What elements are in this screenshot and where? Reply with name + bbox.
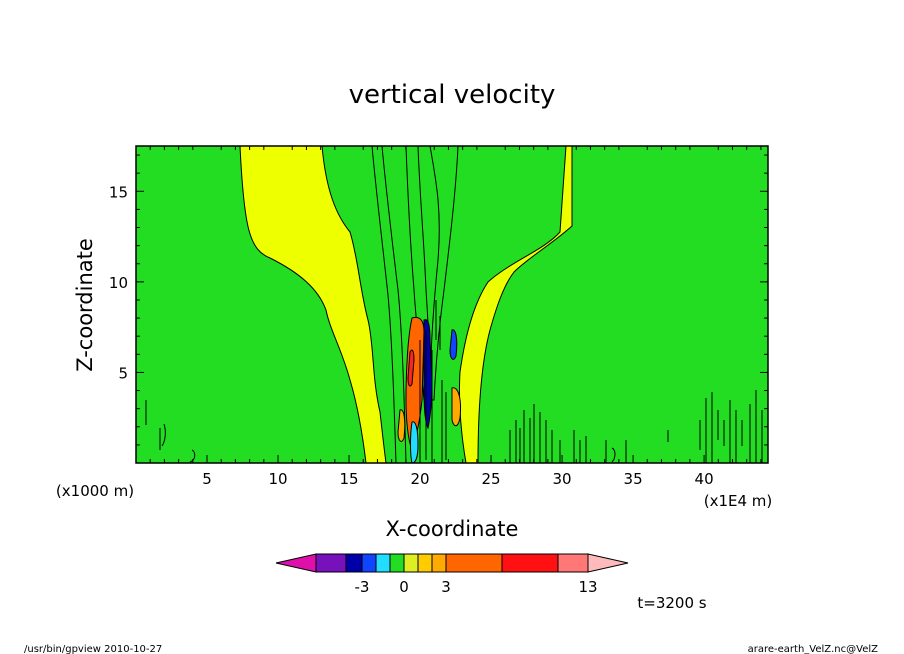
- cyan-cell: [410, 421, 419, 464]
- y-tick-label-2: 15: [109, 183, 128, 201]
- footer-right: arare-earth_VelZ.nc@VelZ: [748, 644, 879, 654]
- plot-frame: [135, 145, 769, 464]
- x-axis-label: X-coordinate: [386, 517, 519, 541]
- colorbar-swatch-2: [345, 553, 363, 573]
- y-tick-label-1: 10: [109, 274, 128, 292]
- orange-cell-left: [397, 409, 406, 442]
- colorbar-swatch-0: [275, 553, 317, 573]
- x-axis: 5 10 15 20 25 30 35 40: [149, 146, 762, 488]
- colorbar-swatch-11: [557, 553, 589, 573]
- colorbar-swatch-4: [375, 553, 391, 573]
- orange-cell-right: [451, 387, 461, 427]
- colorbar-tick-label-1: 0: [399, 578, 409, 596]
- x-tick-label-7: 40: [695, 470, 714, 488]
- surface-wave-contours: [145, 300, 763, 463]
- x-unit-right: (x1E4 m): [704, 492, 773, 510]
- chart-title: vertical velocity: [349, 80, 556, 110]
- colorbar-swatch-7: [417, 553, 433, 573]
- colorbar-swatch-1: [315, 553, 347, 573]
- x-tick-label-2: 15: [339, 470, 358, 488]
- x-tick-label-1: 10: [268, 470, 287, 488]
- x-tick-label-6: 35: [624, 470, 643, 488]
- colorbar-swatch-6: [403, 553, 419, 573]
- colorbar-swatch-10: [501, 553, 559, 573]
- footer-left: /usr/bin/gpview 2010-10-27: [24, 644, 162, 654]
- x-tick-label-0: 5: [202, 470, 212, 488]
- colorbar-tick-label-0: -3: [355, 578, 370, 596]
- y-axis: 5 10 15: [109, 154, 768, 446]
- colorbar-tick-label-3: 13: [578, 578, 597, 596]
- plot-area: [135, 145, 769, 464]
- colorbar-swatch-9: [445, 553, 503, 573]
- x-unit-left: (x1000 m): [56, 482, 134, 500]
- y-axis-label: Z-coordinate: [73, 238, 97, 372]
- plume-channel-right: [429, 145, 459, 401]
- colorbar: [275, 553, 629, 573]
- time-label: t=3200 s: [637, 594, 706, 612]
- colorbar-swatch-8: [431, 553, 447, 573]
- x-tick-label-4: 25: [482, 470, 501, 488]
- colorbar-swatch-3: [361, 553, 377, 573]
- x-tick-label-3: 20: [410, 470, 429, 488]
- blue-cell: [449, 329, 458, 360]
- red-core: [407, 349, 415, 387]
- colorbar-tick-label-2: 3: [441, 578, 451, 596]
- colorbar-ticks: -3 0 3 13: [355, 578, 598, 596]
- colorbar-swatch-5: [389, 553, 405, 573]
- y-tick-label-0: 5: [118, 364, 128, 382]
- x-tick-label-5: 30: [553, 470, 572, 488]
- colorbar-swatch-12: [587, 553, 629, 573]
